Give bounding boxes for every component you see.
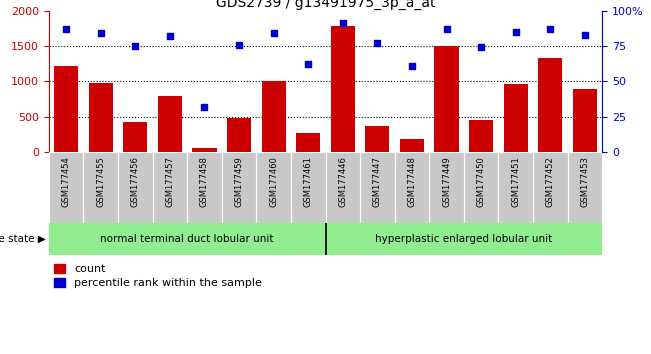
Bar	[538, 58, 562, 152]
Text: hyperplastic enlarged lobular unit: hyperplastic enlarged lobular unit	[375, 234, 553, 244]
Bar	[573, 88, 597, 152]
Text: GSM177457: GSM177457	[165, 156, 174, 207]
Bar	[469, 120, 493, 152]
Text: GSM177451: GSM177451	[511, 156, 520, 206]
Point	[303, 62, 313, 67]
Bar	[360, 152, 395, 223]
Point	[130, 43, 141, 49]
Bar	[400, 139, 424, 152]
Bar	[464, 152, 499, 223]
Point	[510, 29, 521, 35]
Text: GSM177449: GSM177449	[442, 156, 451, 206]
Bar	[227, 118, 251, 152]
Bar	[192, 148, 217, 152]
Point	[268, 30, 279, 36]
Bar	[326, 223, 602, 255]
Text: GSM177460: GSM177460	[269, 156, 278, 207]
Bar	[331, 26, 355, 152]
Text: GSM177453: GSM177453	[581, 156, 589, 207]
Point	[234, 42, 244, 47]
Bar	[83, 152, 118, 223]
Text: GSM177448: GSM177448	[408, 156, 417, 207]
Bar	[256, 152, 291, 223]
Bar	[504, 84, 528, 152]
Text: GSM177455: GSM177455	[96, 156, 105, 206]
Bar	[533, 152, 568, 223]
Bar	[152, 152, 187, 223]
Text: GSM177447: GSM177447	[373, 156, 382, 207]
Point	[61, 26, 72, 32]
Text: normal terminal duct lobular unit: normal terminal duct lobular unit	[100, 234, 274, 244]
Bar	[499, 152, 533, 223]
Legend: count, percentile rank within the sample: count, percentile rank within the sample	[55, 264, 262, 288]
Bar	[118, 152, 152, 223]
Bar	[222, 152, 256, 223]
Bar	[158, 96, 182, 152]
Text: GSM177459: GSM177459	[234, 156, 243, 206]
Point	[579, 32, 590, 38]
Bar	[49, 152, 83, 223]
Title: GDS2739 / g13491975_3p_a_at: GDS2739 / g13491975_3p_a_at	[215, 0, 436, 10]
Text: GSM177456: GSM177456	[131, 156, 140, 207]
Point	[165, 33, 175, 39]
Point	[338, 21, 348, 26]
Point	[441, 26, 452, 32]
Text: GSM177446: GSM177446	[339, 156, 347, 207]
Bar	[429, 152, 464, 223]
Text: GSM177452: GSM177452	[546, 156, 555, 206]
Bar	[89, 83, 113, 152]
Point	[199, 104, 210, 110]
Text: disease state ▶: disease state ▶	[0, 234, 46, 244]
Bar	[54, 66, 78, 152]
Bar	[434, 46, 459, 152]
Bar	[395, 152, 429, 223]
Text: GSM177461: GSM177461	[304, 156, 312, 207]
Bar	[49, 223, 326, 255]
Bar	[187, 152, 222, 223]
Point	[407, 63, 417, 69]
Bar	[365, 126, 389, 152]
Point	[545, 26, 555, 32]
Bar	[296, 133, 320, 152]
Bar	[326, 152, 360, 223]
Point	[372, 40, 383, 46]
Bar	[123, 122, 147, 152]
Bar	[568, 152, 602, 223]
Bar	[291, 152, 326, 223]
Point	[96, 30, 106, 36]
Text: GSM177450: GSM177450	[477, 156, 486, 206]
Text: GSM177458: GSM177458	[200, 156, 209, 207]
Point	[476, 45, 486, 50]
Bar	[262, 81, 286, 152]
Text: GSM177454: GSM177454	[62, 156, 70, 206]
